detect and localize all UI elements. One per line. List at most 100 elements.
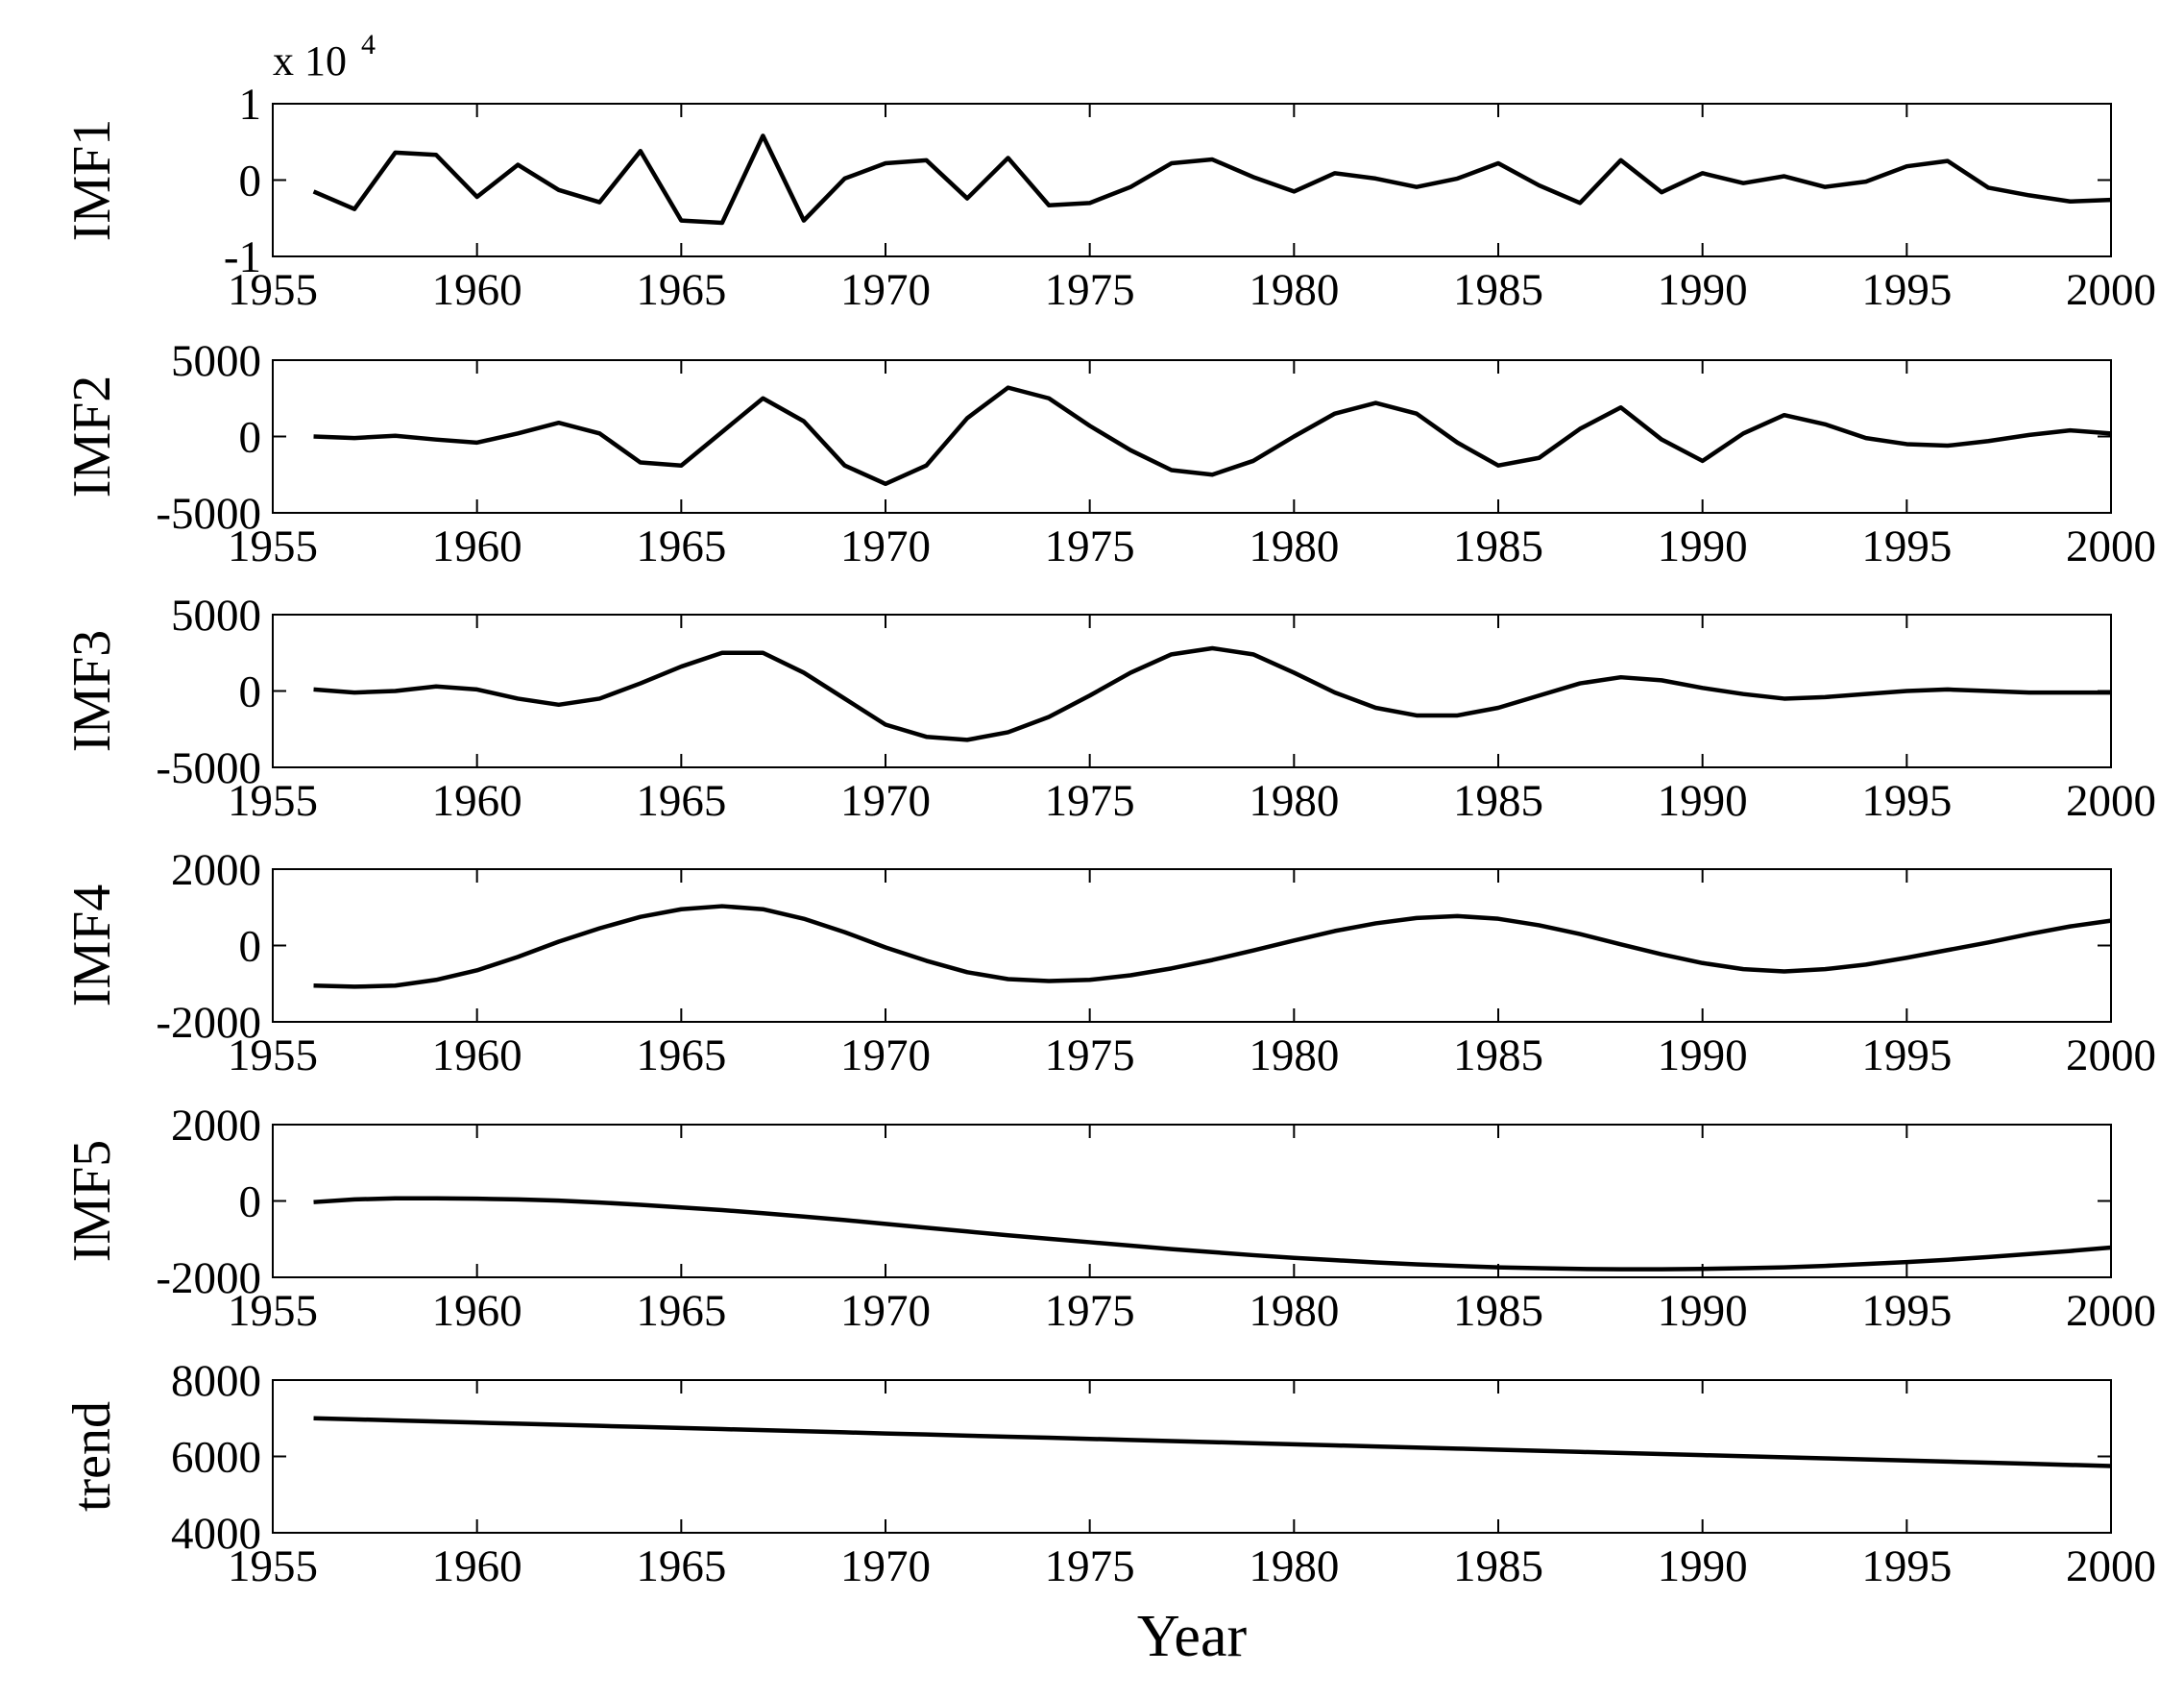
panel: 1955 1960 1965 1970 1975 1980 1985 1990 1995 2000… xyxy=(62,29,2156,315)
x-tick-label: 1970 xyxy=(840,521,931,571)
axes-box xyxy=(272,359,2112,514)
x-tick-label: 1975 xyxy=(1045,521,1135,571)
x-tick-label: 1970 xyxy=(840,1541,931,1591)
x-tick-label: 2000 xyxy=(2066,521,2156,571)
x-tick-label: 1995 xyxy=(1861,1286,1952,1336)
x-tick-label: 1965 xyxy=(636,521,726,571)
x-tick-label: 1980 xyxy=(1249,265,1339,315)
y-axis-label: IMF2 xyxy=(62,376,122,498)
x-tick-label: 1990 xyxy=(1658,265,1748,315)
x-tick-label: 1990 xyxy=(1658,521,1748,571)
y-tick-label: -2000 xyxy=(156,1253,261,1303)
x-tick-label: 2000 xyxy=(2066,1286,2156,1336)
x-tick-label: 1985 xyxy=(1453,1286,1543,1336)
y-tick-label: 6000 xyxy=(171,1433,261,1483)
x-tick-label: 1980 xyxy=(1249,1541,1339,1591)
data-line xyxy=(313,904,2112,989)
x-tick-label: 1965 xyxy=(636,265,726,315)
y-axis-label: IMF5 xyxy=(62,1140,122,1263)
panel: 1955 1960 1965 1970 1975 1980 1985 1990 1995 2000… xyxy=(62,336,2156,571)
y-tick-label: 0 xyxy=(239,413,262,463)
x-tick-label: 1980 xyxy=(1249,776,1339,826)
x-tick-label: 1970 xyxy=(840,1286,931,1336)
x-tick-label: 1955 xyxy=(228,1030,318,1080)
x-tick-label: 1960 xyxy=(432,776,522,826)
y-tick-label: 4000 xyxy=(171,1509,261,1559)
x-tick-label: 1980 xyxy=(1249,521,1339,571)
x-tick-label: 1985 xyxy=(1453,521,1543,571)
y-tick-label: -5000 xyxy=(156,743,261,793)
x-tick-label: 1995 xyxy=(1861,1030,1952,1080)
x-tick-label: 1975 xyxy=(1045,1030,1135,1080)
data-line xyxy=(313,645,2111,742)
y-tick-label: 0 xyxy=(239,922,262,972)
y-tick-label: 5000 xyxy=(171,336,261,386)
x-tick-label: 1990 xyxy=(1658,1286,1748,1336)
data-line xyxy=(313,1196,2112,1272)
x-tick-label: 1970 xyxy=(840,776,931,826)
x-tick-label: 1955 xyxy=(228,1286,318,1336)
x-tick-label: 1965 xyxy=(636,1030,726,1080)
x-tick-label: 1960 xyxy=(432,265,522,315)
x-tick-label: 1995 xyxy=(1861,521,1952,571)
x-tick-label: 1990 xyxy=(1658,776,1748,826)
x-tick-label: 1995 xyxy=(1861,265,1952,315)
x-tick-label: 1955 xyxy=(228,776,318,826)
scale-label: x 10 xyxy=(273,37,347,85)
x-tick-label: 2000 xyxy=(2066,1030,2156,1080)
panel: 1955 1960 1965 1970 1975 1980 1985 1990 1995 2000… xyxy=(62,1101,2156,1336)
x-tick-label: 1975 xyxy=(1045,776,1135,826)
x-tick-label: 1980 xyxy=(1249,1030,1339,1080)
x-tick-label: 1960 xyxy=(432,521,522,571)
x-tick-label: 1975 xyxy=(1045,1541,1135,1591)
axes-box xyxy=(272,1124,2112,1278)
y-tick-label: 0 xyxy=(239,157,262,206)
y-tick-label: 5000 xyxy=(171,591,261,641)
y-tick-label: 1 xyxy=(239,80,262,130)
x-tick-label: 1965 xyxy=(636,1286,726,1336)
x-tick-label: 1995 xyxy=(1861,1541,1952,1591)
x-tick-label: 1960 xyxy=(432,1541,522,1591)
x-tick-label: 1965 xyxy=(636,1541,726,1591)
x-tick-label: 1955 xyxy=(228,1541,318,1591)
x-tick-label: 1985 xyxy=(1453,1541,1543,1591)
scale-exponent: 4 xyxy=(361,29,376,61)
x-tick-label: 1955 xyxy=(228,265,318,315)
data-line xyxy=(313,385,2112,487)
x-tick-label: 1965 xyxy=(636,776,726,826)
x-tick-label: 1990 xyxy=(1658,1030,1748,1080)
x-tick-label: 1985 xyxy=(1453,265,1543,315)
y-axis-label: IMF4 xyxy=(62,885,122,1007)
x-axis-label: Year xyxy=(1137,1604,1248,1669)
panel: 1955 1960 1965 1970 1975 1980 1985 1990 1995 2000… xyxy=(62,591,2156,826)
y-axis-label: IMF1 xyxy=(62,119,122,242)
y-tick-label: 2000 xyxy=(171,1101,261,1151)
axes-box xyxy=(272,1379,2112,1534)
data-line xyxy=(313,1416,2112,1468)
x-tick-label: 1960 xyxy=(432,1030,522,1080)
x-tick-label: 1960 xyxy=(432,1286,522,1336)
x-tick-label: 1970 xyxy=(840,265,931,315)
x-tick-label: 1970 xyxy=(840,1030,931,1080)
panel: 1955 1960 1965 1970 1975 1980 1985 1990 1995 2000… xyxy=(62,845,2156,1080)
x-tick-label: 2000 xyxy=(2066,265,2156,315)
y-axis-label: IMF3 xyxy=(62,630,122,753)
data-line xyxy=(312,133,2112,226)
y-tick-label: -1 xyxy=(224,232,261,282)
y-tick-label: 0 xyxy=(239,667,262,717)
y-tick-label: -2000 xyxy=(156,998,261,1048)
x-tick-label: 2000 xyxy=(2066,1541,2156,1591)
x-tick-label: 2000 xyxy=(2066,776,2156,826)
y-tick-label: 8000 xyxy=(171,1356,261,1406)
x-tick-label: 1995 xyxy=(1861,776,1952,826)
axes-box xyxy=(272,868,2112,1023)
x-tick-label: 1985 xyxy=(1453,776,1543,826)
axes-box xyxy=(272,614,2112,768)
x-tick-label: 1980 xyxy=(1249,1286,1339,1336)
x-tick-label: 1975 xyxy=(1045,1286,1135,1336)
x-tick-label: 1990 xyxy=(1658,1541,1748,1591)
axes-box xyxy=(272,103,2112,257)
y-tick-label: -5000 xyxy=(156,489,261,539)
y-axis-label: trend xyxy=(62,1401,122,1512)
